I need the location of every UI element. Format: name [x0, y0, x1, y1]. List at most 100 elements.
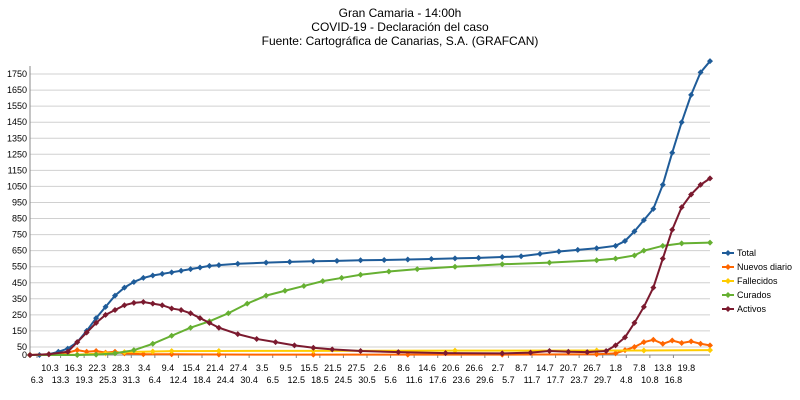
x-tick-label: 11.7 [524, 375, 541, 385]
data-point [631, 343, 638, 350]
series-activos [27, 175, 713, 358]
data-point [83, 329, 90, 336]
data-point [93, 347, 100, 354]
data-point [310, 258, 317, 265]
x-tick-label: 4.8 [620, 375, 633, 385]
data-point [546, 347, 553, 354]
data-point [499, 261, 506, 268]
data-point [234, 260, 241, 267]
x-tick-label: 9.4 [162, 363, 175, 373]
chart-title-line-1: Gran Camaria - 14:00h [338, 6, 462, 20]
x-tick-label: 21.5 [324, 363, 342, 373]
data-point [130, 278, 137, 285]
series-total [27, 58, 713, 358]
legend-label: Total [737, 248, 756, 258]
x-tick-label: 21.4 [206, 363, 224, 373]
data-point [593, 351, 600, 358]
data-point [102, 311, 109, 318]
data-point [631, 252, 638, 259]
data-point [286, 258, 293, 265]
x-tick-label: 24.4 [217, 375, 235, 385]
data-point [112, 292, 118, 299]
y-tick-label: 1350 [7, 133, 27, 143]
x-tick-label: 20.7 [560, 363, 578, 373]
data-point [310, 351, 317, 358]
data-point [688, 338, 695, 345]
y-tick-label: 950 [12, 197, 27, 207]
data-point [678, 240, 685, 247]
data-point [669, 226, 676, 233]
data-point [178, 267, 185, 274]
data-point [244, 300, 251, 307]
data-point [291, 342, 298, 349]
y-tick-label: 1750 [7, 69, 27, 79]
data-point [669, 337, 676, 344]
data-point [140, 274, 147, 281]
x-tick-label: 28.3 [112, 363, 130, 373]
legend-marker [725, 250, 731, 256]
x-tick-label: 7.8 [633, 363, 646, 373]
data-point [178, 307, 185, 314]
data-point [707, 239, 713, 246]
y-tick-label: 350 [12, 294, 27, 304]
chart-title-line-3: Fuente: Cartográfica de Canarias, S.A. (… [261, 34, 539, 48]
data-point [263, 292, 270, 299]
legend-marker [725, 292, 731, 298]
data-point [149, 348, 156, 355]
data-point [584, 349, 591, 356]
data-point [168, 269, 175, 276]
data-point [187, 324, 194, 331]
data-point [168, 348, 175, 355]
y-tick-label: 1050 [7, 181, 27, 191]
data-point [697, 181, 704, 188]
series-group [27, 58, 713, 358]
data-point [659, 242, 666, 249]
data-point [385, 268, 392, 275]
y-tick-label: 50 [17, 342, 27, 352]
data-point [640, 217, 647, 224]
legend-label: Fallecidos [737, 276, 778, 286]
x-tick-label: 16.8 [665, 375, 683, 385]
x-tick-label: 22.3 [88, 363, 106, 373]
data-point [707, 175, 713, 182]
data-point [168, 351, 175, 358]
data-point [215, 351, 222, 358]
data-point [357, 347, 364, 354]
data-point [669, 149, 676, 156]
data-point [707, 58, 713, 65]
x-tick-label: 11.6 [406, 375, 423, 385]
legend: Total Nuevos diario Fallecidos Curados Activ… [722, 248, 792, 314]
x-tick-label: 12.4 [170, 375, 188, 385]
data-point [27, 352, 33, 358]
data-point [149, 300, 156, 307]
x-axis-ticks: 6.3 13.3 19.3 25.3 31.3 6.4 12.4 18.4 24.4 30.4 6.… [31, 355, 695, 385]
data-point [300, 282, 307, 289]
data-point [197, 264, 203, 271]
data-point [102, 303, 109, 310]
data-point [475, 254, 482, 261]
data-point [253, 335, 260, 342]
data-point [678, 119, 685, 126]
data-point [622, 334, 628, 341]
data-point [338, 274, 345, 281]
data-point [697, 69, 704, 76]
x-tick-label: 3.4 [138, 363, 151, 373]
x-tick-label: 3.5 [256, 363, 269, 373]
x-tick-label: 19.8 [678, 363, 696, 373]
data-point [640, 303, 647, 310]
data-point [395, 349, 402, 356]
x-tick-label: 18.5 [311, 375, 329, 385]
x-tick-label: 30.4 [240, 375, 258, 385]
data-point [121, 284, 128, 291]
data-point [707, 342, 713, 349]
data-point [659, 340, 666, 347]
x-tick-label: 29.7 [594, 375, 612, 385]
y-tick-label: 1250 [7, 149, 27, 159]
data-point [149, 340, 156, 347]
data-point [310, 344, 317, 351]
data-point [650, 336, 657, 343]
y-tick-label: 1450 [7, 117, 27, 127]
x-tick-label: 14.6 [418, 363, 436, 373]
data-point [593, 245, 600, 252]
